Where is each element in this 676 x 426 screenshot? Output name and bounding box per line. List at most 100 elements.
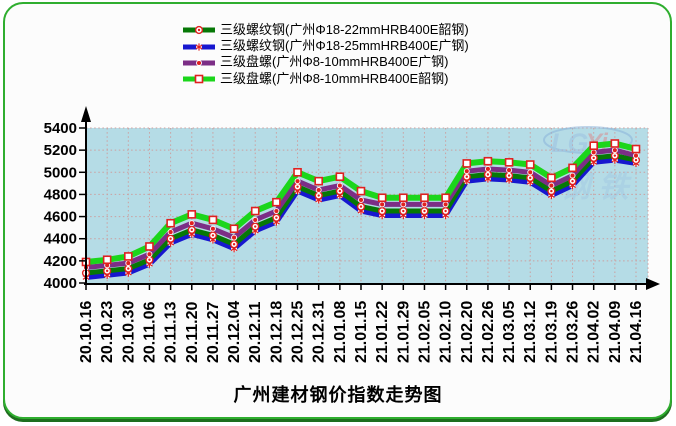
x-tick-label: 21.04.02 <box>586 301 603 363</box>
dot-marker <box>188 220 195 227</box>
x-tick-label: 21.04.16 <box>628 301 645 363</box>
x-tick-label: 21.03.26 <box>565 301 582 363</box>
square-marker <box>483 156 493 166</box>
dot-marker <box>484 166 491 172</box>
circle-marker-dot <box>571 179 574 183</box>
y-axis-arrow-icon <box>81 106 91 122</box>
dot-marker <box>400 201 407 208</box>
axes <box>79 106 660 290</box>
x-tick-label: 20.10.16 <box>78 301 95 363</box>
legend-item: 三级盘螺(广州Φ8-10mmHRB400E广钢) <box>183 54 469 70</box>
square-marker <box>568 163 577 173</box>
x-tick-label: 21.01.22 <box>374 301 391 363</box>
dot-marker <box>527 169 534 176</box>
circle-marker-dot <box>380 209 384 213</box>
dot-marker <box>336 182 343 189</box>
square-marker <box>462 159 472 168</box>
legend-label: 三级螺纹钢(广州Φ18-22mmHRB400E韶钢) <box>220 21 469 37</box>
circle-marker-dot <box>211 234 215 237</box>
square-marker <box>335 172 345 182</box>
legend-sample-svg <box>183 42 215 51</box>
dot-marker <box>442 201 449 208</box>
circle-marker-dot <box>592 156 595 160</box>
x-tick-label: 20.12.11 <box>247 302 264 364</box>
circle-marker-dot <box>190 228 193 232</box>
square-marker <box>399 193 408 203</box>
square-marker <box>229 224 239 234</box>
star-marker-line <box>195 44 203 49</box>
x-tick-label: 21.03.12 <box>522 301 539 363</box>
dot-marker <box>379 201 386 208</box>
y-tick-label: 4000 <box>44 275 77 292</box>
y-tick-label: 5400 <box>44 120 77 137</box>
legend-label: 三级盘螺(广州Φ8-10mmHRB400E广钢) <box>220 54 449 70</box>
dot-marker <box>167 229 174 236</box>
data-markers <box>81 139 641 282</box>
square-marker <box>547 173 556 183</box>
y-tick-label: 5000 <box>44 164 77 181</box>
x-tick-label: 20.10.30 <box>120 301 137 363</box>
circle-marker-dot <box>127 267 130 270</box>
dot-marker <box>611 147 618 154</box>
x-axis-labels: 20.10.16 20.10.23 20.10.30 20.11.06 20.11.13… <box>78 301 645 363</box>
legend-item: 三级螺纹钢(广州Φ18-22mmHRB400E韶钢) <box>183 21 469 37</box>
circle-marker-dot <box>550 189 553 193</box>
circle-marker-dot <box>148 258 151 261</box>
square-marker <box>420 193 429 203</box>
square-marker <box>610 139 620 148</box>
legend-item: 三级螺纹钢(广州Φ18-25mmHRB400E广钢) <box>183 37 469 53</box>
square-marker <box>525 160 535 169</box>
square-marker <box>194 75 204 84</box>
dot-marker <box>196 60 202 66</box>
circle-marker-dot <box>169 237 172 240</box>
square-marker <box>250 206 260 216</box>
dot-marker <box>315 187 322 193</box>
dot-marker <box>421 201 428 208</box>
circle-marker-dot <box>275 216 278 219</box>
square-marker <box>589 141 598 151</box>
legend-line-sample-0 <box>183 23 215 35</box>
square-marker <box>377 193 387 203</box>
square-marker <box>272 197 281 207</box>
circle-marker-dot <box>232 243 236 246</box>
square-marker <box>187 210 197 219</box>
circle-marker-dot <box>529 176 532 180</box>
legend-line-sample-3 <box>183 72 215 84</box>
legend-item: 三级盘螺(广州Φ8-10mmHRB400E韶钢) <box>183 70 469 86</box>
circle-marker-dot <box>423 209 426 213</box>
circle-marker-dot <box>105 269 109 273</box>
circle-marker-dot <box>444 209 447 213</box>
legend-sample-svg <box>183 26 215 35</box>
x-tick-label: 21.04.09 <box>607 301 624 363</box>
circle-marker-dot <box>359 205 363 208</box>
legend: 三级螺纹钢(广州Φ18-22mmHRB400E韶钢) 三级螺纹钢(广州Φ18-2… <box>183 21 469 87</box>
y-tick-label: 4200 <box>44 253 77 270</box>
dot-marker <box>146 251 153 258</box>
dot-marker <box>294 178 301 185</box>
circle-marker-dot <box>507 174 511 177</box>
x-tick-label: 20.12.04 <box>226 301 243 363</box>
square-marker <box>102 255 112 265</box>
circle-marker-dot <box>197 28 201 32</box>
circle-marker-dot <box>254 225 257 228</box>
x-tick-label: 21.01.15 <box>353 301 370 363</box>
legend-sample-svg <box>183 60 215 66</box>
legend-sample-svg <box>183 75 215 84</box>
x-tick-label: 20.12.31 <box>311 301 328 363</box>
square-marker <box>208 215 218 225</box>
x-tick-label: 21.02.10 <box>438 301 455 363</box>
x-tick-label: 20.11.13 <box>163 302 180 364</box>
y-tick-label: 4400 <box>44 231 77 248</box>
x-tick-label: 21.01.29 <box>395 301 412 363</box>
x-tick-label: 20.11.27 <box>205 302 222 364</box>
square-marker <box>356 186 366 196</box>
dot-marker <box>125 260 132 267</box>
legend-label: 三级螺纹钢(广州Φ18-25mmHRB400E广钢) <box>220 38 469 54</box>
square-marker <box>124 252 133 261</box>
square-marker <box>293 167 302 177</box>
dot-marker <box>463 168 470 175</box>
dot-marker <box>231 234 238 241</box>
y-tick-label: 4600 <box>44 209 77 226</box>
circle-marker-dot <box>634 158 638 162</box>
